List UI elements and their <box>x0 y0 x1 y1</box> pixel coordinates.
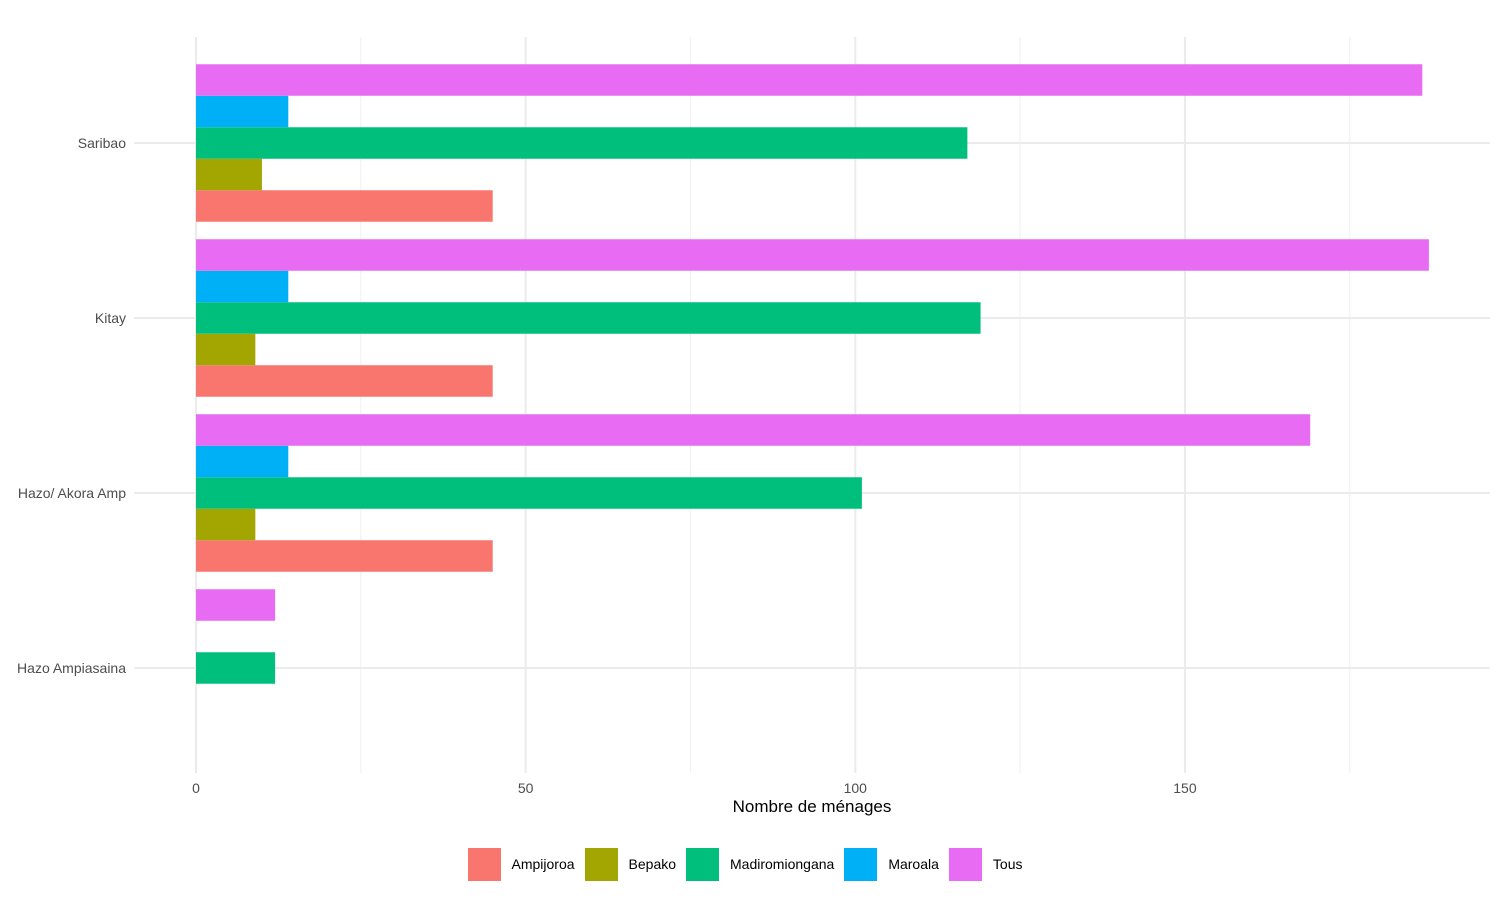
legend-item-ampijoroa: Ampijoroa <box>467 847 575 881</box>
y-tick-label: Hazo Ampiasaina <box>17 660 126 676</box>
bar-tous-kitay <box>196 239 1429 271</box>
bar-bepako-saribao <box>196 158 262 191</box>
bar-maroala-kitay <box>196 270 289 303</box>
legend-label: Madiromiongana <box>730 856 835 872</box>
x-axis-title: Nombre de ménages <box>733 797 892 816</box>
y-tick-label: Kitay <box>95 310 126 326</box>
legend-item-madiromiongana: Madiromiongana <box>686 847 835 881</box>
bar-ampijoroa-hazo-akora-amp <box>196 540 493 572</box>
legend-item-tous: Tous <box>948 847 1023 881</box>
legend-label: Maroala <box>888 856 939 872</box>
x-tick-label: 100 <box>844 780 868 796</box>
legend-swatch <box>584 847 618 881</box>
bar-bepako-kitay <box>196 333 256 366</box>
y-tick-label: Hazo/ Akora Amp <box>18 485 126 501</box>
legend-label: Bepako <box>628 856 677 872</box>
bar-madiromiongana-saribao <box>196 127 968 159</box>
x-tick-label: 150 <box>1173 780 1197 796</box>
bar-maroala-saribao <box>196 95 289 128</box>
legend-item-maroala: Maroala <box>844 847 939 881</box>
legend-swatch <box>467 847 501 881</box>
x-axis-labels: 0 50 100 150 <box>192 780 1197 796</box>
legend-swatch <box>948 847 982 881</box>
bars <box>196 64 1429 684</box>
bar-madiromiongana-hazo-ampiasaina <box>196 652 276 684</box>
bar-ampijoroa-kitay <box>196 365 493 397</box>
legend-label: Tous <box>992 856 1023 872</box>
y-tick-label: Saribao <box>78 135 126 151</box>
bar-tous-saribao <box>196 64 1423 96</box>
legend-label: Ampijoroa <box>511 856 575 872</box>
bar-madiromiongana-hazo-akora-amp <box>196 477 862 509</box>
x-tick-label: 0 <box>192 780 200 796</box>
y-axis-labels: Hazo Ampiasaina Hazo/ Akora Amp Kitay Sarib… <box>17 135 126 676</box>
minor-gridlines <box>360 37 1351 773</box>
legend-swatch <box>844 847 878 881</box>
bar-tous-hazo-akora-amp <box>196 414 1311 446</box>
bar-maroala-hazo-akora-amp <box>196 445 289 478</box>
bar-ampijoroa-saribao <box>196 190 493 222</box>
legend: Ampijoroa Bepako Madiromiongana Maroala Tous <box>0 847 1500 881</box>
x-tick-label: 50 <box>518 780 534 796</box>
bar-madiromiongana-kitay <box>196 302 981 334</box>
legend-item-bepako: Bepako <box>584 847 677 881</box>
legend-swatch <box>686 847 720 881</box>
bar-bepako-hazo-akora-amp <box>196 508 256 541</box>
bar-tous-hazo-ampiasaina <box>196 589 276 621</box>
